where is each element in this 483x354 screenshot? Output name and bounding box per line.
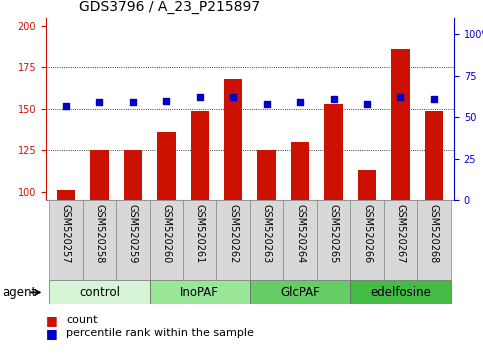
FancyBboxPatch shape — [49, 200, 83, 280]
Point — [430, 96, 438, 102]
Bar — [90, 150, 109, 200]
Bar — [224, 79, 242, 200]
Text: GSM520264: GSM520264 — [295, 204, 305, 263]
Bar — [325, 104, 343, 200]
FancyBboxPatch shape — [350, 200, 384, 280]
Bar — [291, 142, 309, 200]
Text: count: count — [66, 315, 98, 325]
Text: InoPAF: InoPAF — [180, 286, 219, 299]
FancyBboxPatch shape — [284, 200, 317, 280]
Point — [162, 98, 170, 103]
Text: GSM520260: GSM520260 — [161, 204, 171, 263]
Text: GSM520265: GSM520265 — [328, 204, 339, 263]
FancyBboxPatch shape — [250, 200, 284, 280]
FancyBboxPatch shape — [49, 280, 150, 304]
Point — [196, 95, 204, 100]
Text: ■: ■ — [46, 327, 57, 340]
Point — [330, 96, 338, 102]
Bar — [425, 110, 443, 200]
Point — [62, 103, 70, 108]
FancyBboxPatch shape — [116, 200, 150, 280]
Text: control: control — [79, 286, 120, 299]
Text: edelfosine: edelfosine — [370, 286, 431, 299]
FancyBboxPatch shape — [216, 200, 250, 280]
FancyBboxPatch shape — [250, 280, 350, 304]
Text: GSM520261: GSM520261 — [195, 204, 205, 263]
FancyBboxPatch shape — [350, 280, 451, 304]
FancyBboxPatch shape — [83, 200, 116, 280]
Text: GDS3796 / A_23_P215897: GDS3796 / A_23_P215897 — [79, 0, 260, 14]
Bar — [57, 190, 75, 200]
Text: ■: ■ — [46, 314, 57, 327]
Bar — [191, 110, 209, 200]
Text: GSM520267: GSM520267 — [396, 204, 406, 263]
Text: GSM520257: GSM520257 — [61, 204, 71, 263]
Bar — [358, 170, 376, 200]
Point — [229, 95, 237, 100]
Text: GSM520262: GSM520262 — [228, 204, 238, 263]
Bar — [391, 49, 410, 200]
FancyBboxPatch shape — [384, 200, 417, 280]
Point — [263, 101, 270, 107]
Bar — [257, 150, 276, 200]
FancyBboxPatch shape — [183, 200, 216, 280]
Text: GSM520258: GSM520258 — [94, 204, 104, 263]
Text: GlcPAF: GlcPAF — [280, 286, 320, 299]
Bar — [157, 132, 175, 200]
FancyBboxPatch shape — [150, 200, 183, 280]
FancyBboxPatch shape — [150, 280, 250, 304]
Point — [129, 99, 137, 105]
Text: GSM520268: GSM520268 — [429, 204, 439, 263]
Bar — [124, 150, 142, 200]
Point — [397, 95, 404, 100]
Point — [296, 99, 304, 105]
Text: GSM520263: GSM520263 — [262, 204, 271, 263]
Point — [363, 101, 371, 107]
Text: percentile rank within the sample: percentile rank within the sample — [66, 329, 254, 338]
Text: GSM520259: GSM520259 — [128, 204, 138, 263]
Text: agent: agent — [2, 286, 37, 299]
Point — [96, 99, 103, 105]
FancyBboxPatch shape — [417, 200, 451, 280]
Text: GSM520266: GSM520266 — [362, 204, 372, 263]
FancyBboxPatch shape — [317, 200, 350, 280]
